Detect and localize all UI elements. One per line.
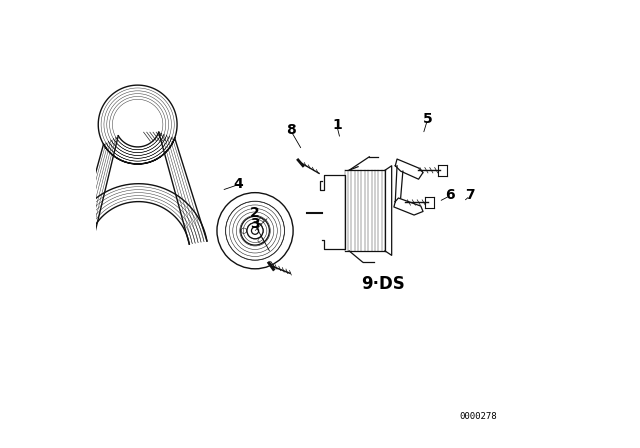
Polygon shape [396, 159, 423, 179]
Text: 7: 7 [465, 188, 475, 202]
Text: 9·DS: 9·DS [361, 276, 404, 293]
Text: 1: 1 [332, 118, 342, 133]
Text: 5: 5 [422, 112, 433, 126]
Text: 2: 2 [250, 206, 260, 220]
Text: 0000278: 0000278 [460, 412, 497, 421]
Polygon shape [394, 198, 423, 215]
Text: 8: 8 [286, 123, 296, 137]
Text: 4: 4 [234, 177, 243, 191]
Text: 6: 6 [445, 188, 455, 202]
Text: 3: 3 [250, 217, 260, 231]
